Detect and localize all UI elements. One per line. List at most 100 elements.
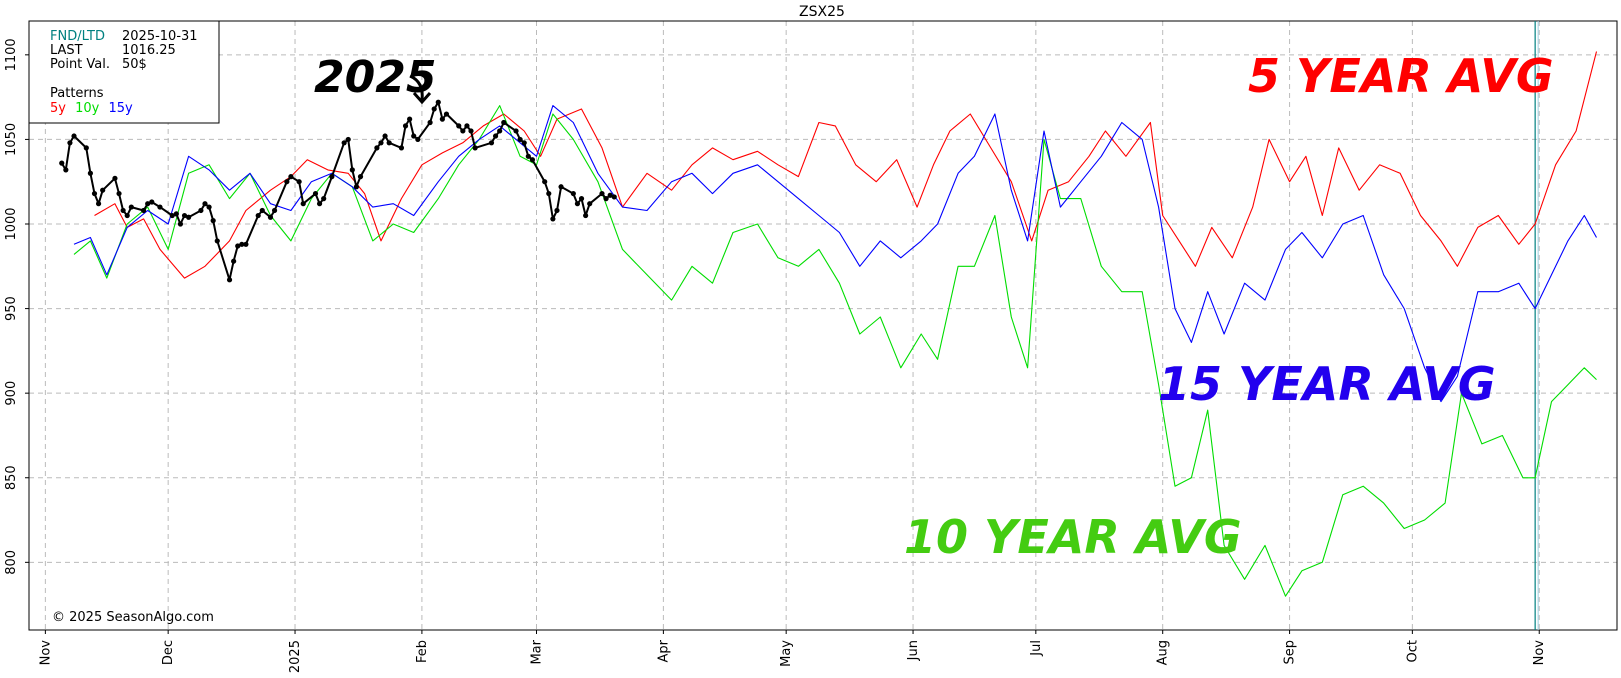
series-2025-point — [116, 190, 122, 197]
chart-title: ZSX25 — [799, 4, 845, 20]
series-line-5y — [94, 51, 1598, 279]
series-2025-point — [300, 201, 306, 207]
legend-10y: 10y — [75, 101, 100, 116]
series-2025-point — [316, 201, 323, 207]
series-2025-point — [529, 157, 536, 163]
series-layer — [59, 51, 1598, 597]
fnd-vline-layer — [1534, 21, 1539, 630]
series-2025-point — [583, 212, 589, 219]
series-2025-point — [407, 116, 413, 122]
series-2025-point — [149, 199, 155, 205]
series-2025-point — [398, 145, 405, 151]
series-2025-point — [71, 133, 77, 139]
series-2025-point — [501, 119, 507, 126]
series-2025-point — [386, 140, 392, 146]
x-tick-label: Apr — [656, 639, 671, 662]
series-2025-point — [570, 190, 576, 197]
series-2025-point — [357, 174, 364, 180]
series-2025-point — [513, 128, 519, 134]
x-tick-label: Feb — [415, 640, 430, 663]
info-box-frame — [28, 20, 220, 124]
series-2025-point — [497, 128, 503, 134]
y-tick-label: 800 — [4, 550, 19, 575]
series-2025-point — [124, 212, 130, 219]
series-2025-point — [599, 190, 605, 197]
series-2025-point — [411, 133, 417, 139]
x-tick-label: Nov — [38, 640, 53, 666]
series-2025-point — [554, 207, 560, 214]
series-2025-point — [128, 204, 134, 210]
series-2025-point — [239, 241, 245, 247]
series-2025-point — [341, 140, 347, 146]
series-2025-point — [443, 111, 450, 117]
series-2025-point — [415, 136, 421, 143]
series-2025-point — [558, 184, 564, 190]
series-2025-point — [91, 190, 98, 197]
series-2025-point — [517, 136, 523, 143]
series-2025-point — [296, 179, 302, 185]
series-2025-point — [353, 184, 360, 190]
y-tick-label: 900 — [4, 381, 19, 406]
info-box: FND/LTD 2025-10-31 LAST 1016.25 Point Va… — [28, 20, 220, 124]
series-2025-point — [145, 201, 151, 207]
x-tick-label: Oct — [1405, 640, 1420, 662]
series-2025-point — [59, 160, 65, 166]
series-2025-point — [214, 238, 220, 244]
series-2025-point — [464, 123, 470, 129]
series-2025-point — [288, 174, 294, 180]
series-2025-point — [546, 190, 552, 197]
info-pointval-value: 50$ — [122, 57, 147, 72]
info-last-label: LAST — [50, 43, 83, 58]
grid — [29, 21, 1617, 630]
x-tick-label: Sep — [1283, 640, 1298, 665]
series-2025-point — [140, 207, 147, 214]
series-2025-point — [435, 99, 441, 105]
info-fnd-label: FND/LTD — [50, 29, 105, 44]
annotation-2025-arrowhead — [412, 92, 432, 105]
series-2025-point — [177, 221, 184, 227]
info-pointval-label: Point Val. — [50, 57, 110, 72]
x-tick-label: Aug — [1156, 640, 1171, 665]
series-2025-point — [169, 212, 175, 219]
legend-15y: 15y — [109, 101, 134, 116]
series-2025-point — [112, 175, 118, 181]
legend-5y: 5y — [50, 101, 66, 116]
series-2025-point — [95, 201, 102, 207]
series-2025-point — [611, 194, 617, 200]
series-2025-point — [255, 212, 261, 219]
series-2025-point — [284, 179, 290, 185]
x-tick-label: Dec — [161, 640, 176, 665]
series-2025-point — [472, 145, 478, 151]
series-2025-point — [603, 196, 609, 202]
info-last-value: 1016.25 — [122, 43, 176, 58]
series-2025-point — [349, 167, 355, 173]
x-tick-label: Jun — [906, 640, 921, 661]
x-tick-label: Mar — [530, 639, 545, 664]
series-2025-point — [186, 214, 192, 220]
series-2025-point — [181, 212, 188, 219]
series-2025-point — [312, 190, 319, 197]
series-2025-point — [83, 145, 89, 151]
annotation-2025-arrow — [409, 74, 424, 101]
series-2025-point — [521, 140, 527, 146]
series-line-15y — [73, 105, 1597, 403]
series-2025-point — [235, 243, 241, 249]
series-2025-point — [460, 128, 466, 134]
series-2025-point — [198, 207, 204, 214]
annotation-5-year-avg: 5 YEAR AVG — [1248, 49, 1554, 103]
series-line-2025 — [60, 101, 615, 281]
series-2025-point — [271, 207, 278, 214]
series-2025-point — [321, 196, 327, 202]
series-2025-point — [329, 174, 335, 180]
x-tick-label: 2025 — [288, 640, 303, 673]
series-2025-point — [525, 153, 531, 159]
series-2025-point — [456, 123, 462, 129]
series-2025-point — [468, 128, 474, 134]
series-2025-point — [63, 167, 69, 173]
y-tick-label: 1050 — [4, 123, 19, 156]
x-tick-label: Jul — [1029, 640, 1044, 657]
series-2025-point — [100, 187, 106, 193]
series-2025-point — [587, 201, 593, 207]
annotation-15-year-avg: 15 YEAR AVG — [1158, 357, 1496, 411]
